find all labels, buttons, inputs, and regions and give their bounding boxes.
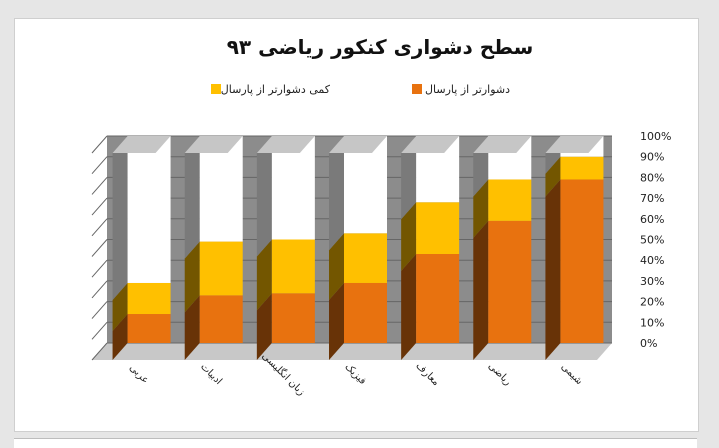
bar-front-segment (344, 233, 387, 283)
y-tick-label: 50% (640, 234, 664, 247)
bar-top (545, 136, 604, 153)
bar-side-segment (545, 179, 561, 360)
bar-front-segment (416, 253, 460, 343)
bar-front-segment (488, 220, 532, 343)
bar-side-segment (184, 295, 200, 360)
bar-side-segment (401, 253, 417, 360)
gridline-depth (91, 239, 108, 257)
gridline-depth (91, 259, 108, 278)
gridline-depth (91, 177, 108, 195)
gridline-depth (91, 280, 108, 299)
bar-side-segment (112, 314, 128, 360)
legend-swatch-harder (412, 84, 422, 94)
bar-front-segment (344, 282, 387, 343)
bar-top (401, 136, 460, 153)
y-tick-label: 90% (640, 151, 664, 164)
bar-front-segment (271, 239, 315, 294)
y-tick-label: 10% (640, 316, 664, 329)
y-tick-label: 30% (640, 275, 664, 288)
category-label: معارف (413, 360, 441, 388)
category-label: ادبیات (198, 361, 224, 387)
bar-side-segment (256, 293, 272, 360)
gridline-depth (91, 197, 108, 216)
bar-front-remainder (271, 136, 315, 240)
gridline-depth (91, 218, 108, 237)
y-tick-label: 20% (640, 296, 664, 309)
bar-side-segment (329, 282, 344, 360)
gridline-depth (91, 321, 108, 340)
gridline-depth (91, 342, 108, 361)
bar-top (112, 136, 171, 153)
y-tick-label: 80% (640, 171, 664, 184)
bar-side-segment (473, 179, 489, 238)
bar-side-remainder (256, 136, 272, 257)
chart-title: سطح دشواری کنکور ریاضی ۹۳ (227, 35, 534, 59)
bar-side-segment (256, 239, 272, 311)
bar-top (184, 136, 243, 153)
bar-top (256, 136, 315, 153)
legend-label-harder: دشوارتر از پارسال (425, 83, 510, 96)
bar-front-segment (199, 295, 243, 343)
bar-side-segment (112, 282, 128, 332)
bar-front-segment (488, 179, 532, 221)
legend-label-slightly-harder: کمی دشوارتر از پارسال (221, 83, 331, 96)
bar-side-segment (545, 156, 561, 197)
y-tick-label: 100% (640, 130, 671, 143)
bar-front-segment (127, 282, 171, 315)
bar-side-segment (184, 241, 200, 313)
legend-swatch-slightly-harder (211, 84, 221, 94)
bar-front-segment (560, 156, 604, 180)
bar-front-segment (271, 293, 315, 343)
y-tick-label: 0% (640, 337, 657, 350)
category-label: ریاضی (486, 361, 513, 388)
bar-top (329, 136, 387, 153)
category-label: فیزیک (343, 361, 369, 387)
y-tick-label: 70% (640, 192, 664, 205)
gridline-depth (91, 301, 108, 319)
gridline-depth (91, 135, 108, 154)
chart-floor (92, 343, 612, 360)
bar-front-remainder (127, 136, 171, 283)
bar-front-segment (416, 202, 460, 254)
bar-side-remainder (329, 136, 344, 251)
bar-side-remainder (401, 136, 417, 220)
bar-side-remainder (184, 136, 200, 259)
bar-front-segment (199, 241, 243, 296)
bar-front-segment (560, 179, 604, 343)
bottom-strip (14, 438, 697, 448)
bar-side-segment (329, 233, 344, 300)
y-tick-label: 60% (640, 213, 664, 226)
plot-area: 0% 10% 20% 30% 40% 50% 60% 70% 80% 90% 100% عربی ادب… (91, 130, 671, 398)
bar-side-segment (401, 202, 417, 271)
y-tick-label: 40% (640, 254, 664, 267)
gridline-depth (91, 156, 108, 175)
bar-side-segment (473, 220, 489, 360)
bar-top (473, 136, 532, 153)
bar-front-segment (127, 314, 171, 343)
category-label: شیمی (559, 361, 585, 387)
bar-front-remainder (199, 136, 243, 242)
bar-side-remainder (112, 136, 128, 300)
category-label: عربی (127, 362, 151, 386)
